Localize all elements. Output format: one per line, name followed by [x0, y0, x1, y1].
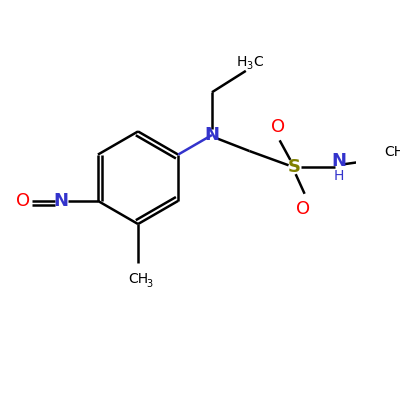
- Text: H: H: [333, 169, 344, 183]
- Text: S: S: [288, 158, 300, 176]
- Text: 3: 3: [146, 279, 153, 289]
- Text: O: O: [296, 200, 310, 218]
- Text: N: N: [53, 192, 68, 210]
- Text: H: H: [237, 55, 248, 69]
- Text: CH: CH: [128, 272, 148, 286]
- Text: N: N: [331, 152, 346, 170]
- Text: O: O: [16, 192, 30, 210]
- Text: O: O: [271, 118, 285, 136]
- Text: CH: CH: [385, 145, 400, 159]
- Text: N: N: [204, 126, 220, 144]
- Text: C: C: [254, 55, 263, 69]
- Text: 3: 3: [246, 60, 252, 70]
